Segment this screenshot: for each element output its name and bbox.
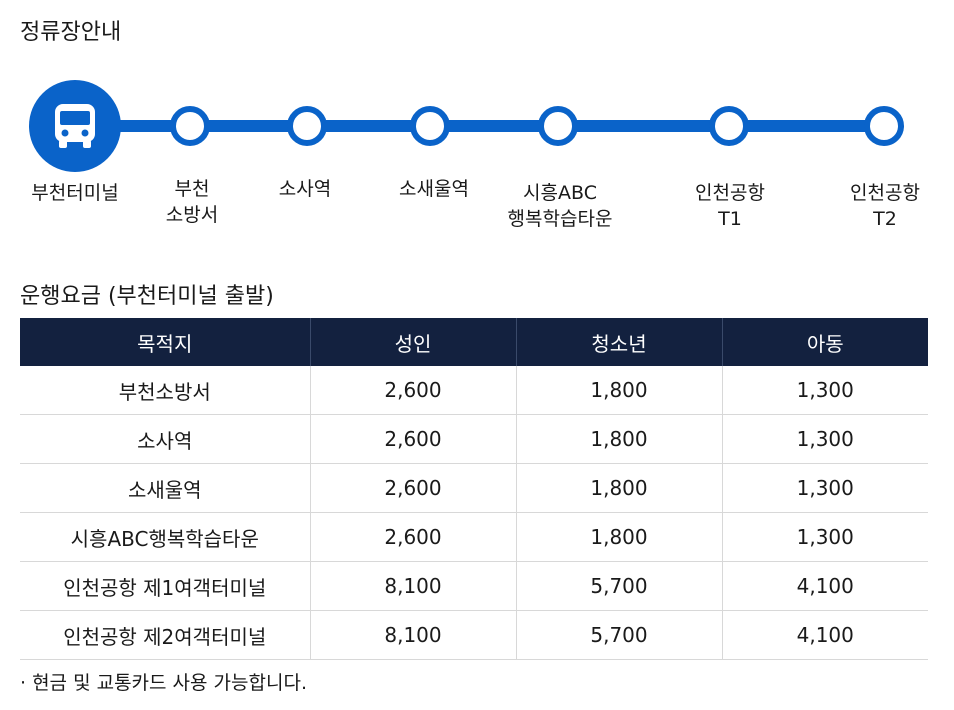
cell-child: 1,300: [721, 366, 928, 415]
stop-label-3: 소사역: [278, 178, 332, 200]
cell-destination: 인천공항 제2여객터미널: [20, 610, 310, 660]
stop-marker-5: [538, 106, 578, 146]
stop-marker-6: [709, 106, 749, 146]
route-diagram: 부천터미널 부천 소방서 소사역 소새울역 시흥ABC 행복학습타운 인천공항 T1 …: [0, 72, 954, 242]
stop-label-4: 소새울역: [399, 178, 469, 200]
cell-destination: 인천공항 제1여객터미널: [20, 561, 310, 611]
cell-adult: 8,100: [309, 610, 516, 660]
cell-youth: 1,800: [515, 512, 722, 562]
table-row: 소새울역 2,600 1,800 1,300: [20, 463, 928, 513]
stop-marker-4: [410, 106, 450, 146]
bus-icon: [55, 104, 95, 148]
fare-table: 목적지 성인 청소년 아동 부천소방서 2,600 1,800 1,300 소사…: [20, 318, 928, 660]
start-stop-marker: [29, 80, 121, 172]
stop-marker-7: [864, 106, 904, 146]
stop-marker-3: [287, 106, 327, 146]
route-line: [70, 120, 888, 132]
cell-youth: 1,800: [515, 463, 722, 513]
cell-adult: 8,100: [309, 561, 516, 611]
cell-youth: 1,800: [515, 366, 722, 415]
table-row: 소사역 2,600 1,800 1,300: [20, 414, 928, 464]
header-adult: 성인: [309, 318, 516, 366]
cell-youth: 5,700: [515, 561, 722, 611]
cell-child: 1,300: [721, 463, 928, 513]
table-row: 부천소방서 2,600 1,800 1,300: [20, 366, 928, 415]
stop-label-6: 인천공항 T1: [695, 182, 765, 230]
fare-section-title: 운행요금 (부천터미널 출발): [20, 284, 274, 309]
stop-marker-2: [170, 106, 210, 146]
cell-child: 4,100: [721, 561, 928, 611]
header-child: 아동: [721, 318, 928, 366]
cell-child: 1,300: [721, 512, 928, 562]
cell-adult: 2,600: [309, 512, 516, 562]
table-row: 시흥ABC행복학습타운 2,600 1,800 1,300: [20, 512, 928, 562]
cell-adult: 2,600: [309, 366, 516, 415]
stop-label-2: 부천 소방서: [165, 178, 219, 226]
stop-label-1: 부천터미널: [31, 182, 119, 204]
stops-section-title: 정류장안내: [20, 20, 122, 45]
cell-destination: 부천소방서: [20, 366, 310, 415]
stop-label-7: 인천공항 T2: [850, 182, 920, 230]
cell-adult: 2,600: [309, 463, 516, 513]
cell-youth: 5,700: [515, 610, 722, 660]
header-youth: 청소년: [515, 318, 722, 366]
cell-child: 4,100: [721, 610, 928, 660]
payment-note: · 현금 및 교통카드 사용 가능합니다.: [20, 672, 307, 694]
cell-destination: 소새울역: [20, 463, 310, 513]
header-destination: 목적지: [20, 318, 310, 366]
cell-adult: 2,600: [309, 414, 516, 464]
cell-child: 1,300: [721, 414, 928, 464]
stop-label-5: 시흥ABC 행복학습타운: [507, 182, 613, 230]
table-header-row: 목적지 성인 청소년 아동: [20, 318, 928, 366]
cell-destination: 소사역: [20, 414, 310, 464]
table-row: 인천공항 제1여객터미널 8,100 5,700 4,100: [20, 561, 928, 611]
cell-destination: 시흥ABC행복학습타운: [20, 512, 310, 562]
table-row: 인천공항 제2여객터미널 8,100 5,700 4,100: [20, 610, 928, 660]
cell-youth: 1,800: [515, 414, 722, 464]
